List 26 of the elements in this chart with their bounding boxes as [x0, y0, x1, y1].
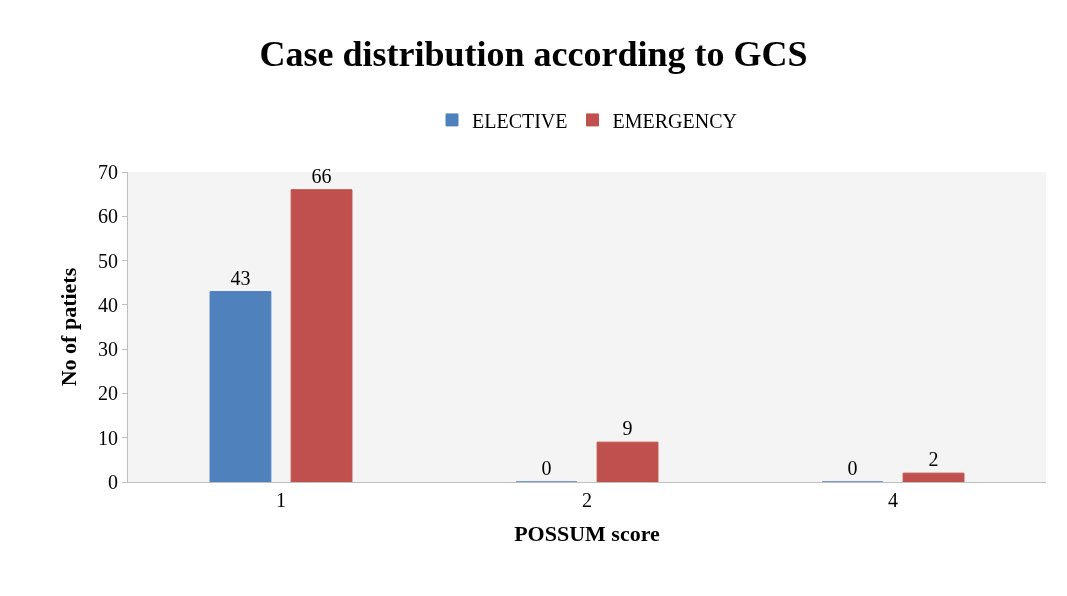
- bar: [596, 441, 659, 482]
- y-tick-label: 30: [98, 338, 118, 361]
- data-label: 0: [847, 457, 858, 479]
- y-tick-label: 0: [108, 471, 118, 493]
- data-label: 43: [230, 266, 251, 289]
- bar: [290, 189, 353, 482]
- bar: [902, 472, 965, 482]
- bar: [209, 291, 272, 482]
- data-label: 0: [541, 457, 552, 479]
- legend-label: EMERGENCY: [612, 109, 737, 132]
- y-tick-label: 10: [98, 426, 118, 449]
- y-axis-title: No of patiets: [55, 267, 81, 387]
- y-tick-label: 60: [98, 205, 118, 228]
- x-axis-title: POSSUM score: [514, 520, 661, 546]
- x-tick-label: 1: [276, 489, 286, 511]
- x-tick-label: 2: [582, 489, 592, 511]
- chart-title: Case distribution according to GCS: [259, 34, 808, 75]
- y-tick-label: 50: [98, 249, 118, 272]
- data-label: 2: [928, 448, 939, 471]
- x-tick-label: 4: [888, 489, 898, 511]
- data-label: 66: [311, 164, 332, 187]
- y-tick-label: 40: [98, 293, 118, 316]
- y-tick-label: 20: [98, 382, 118, 405]
- y-tick-label: 70: [98, 161, 118, 183]
- data-label: 9: [622, 417, 633, 440]
- legend-label: ELECTIVE: [472, 109, 568, 132]
